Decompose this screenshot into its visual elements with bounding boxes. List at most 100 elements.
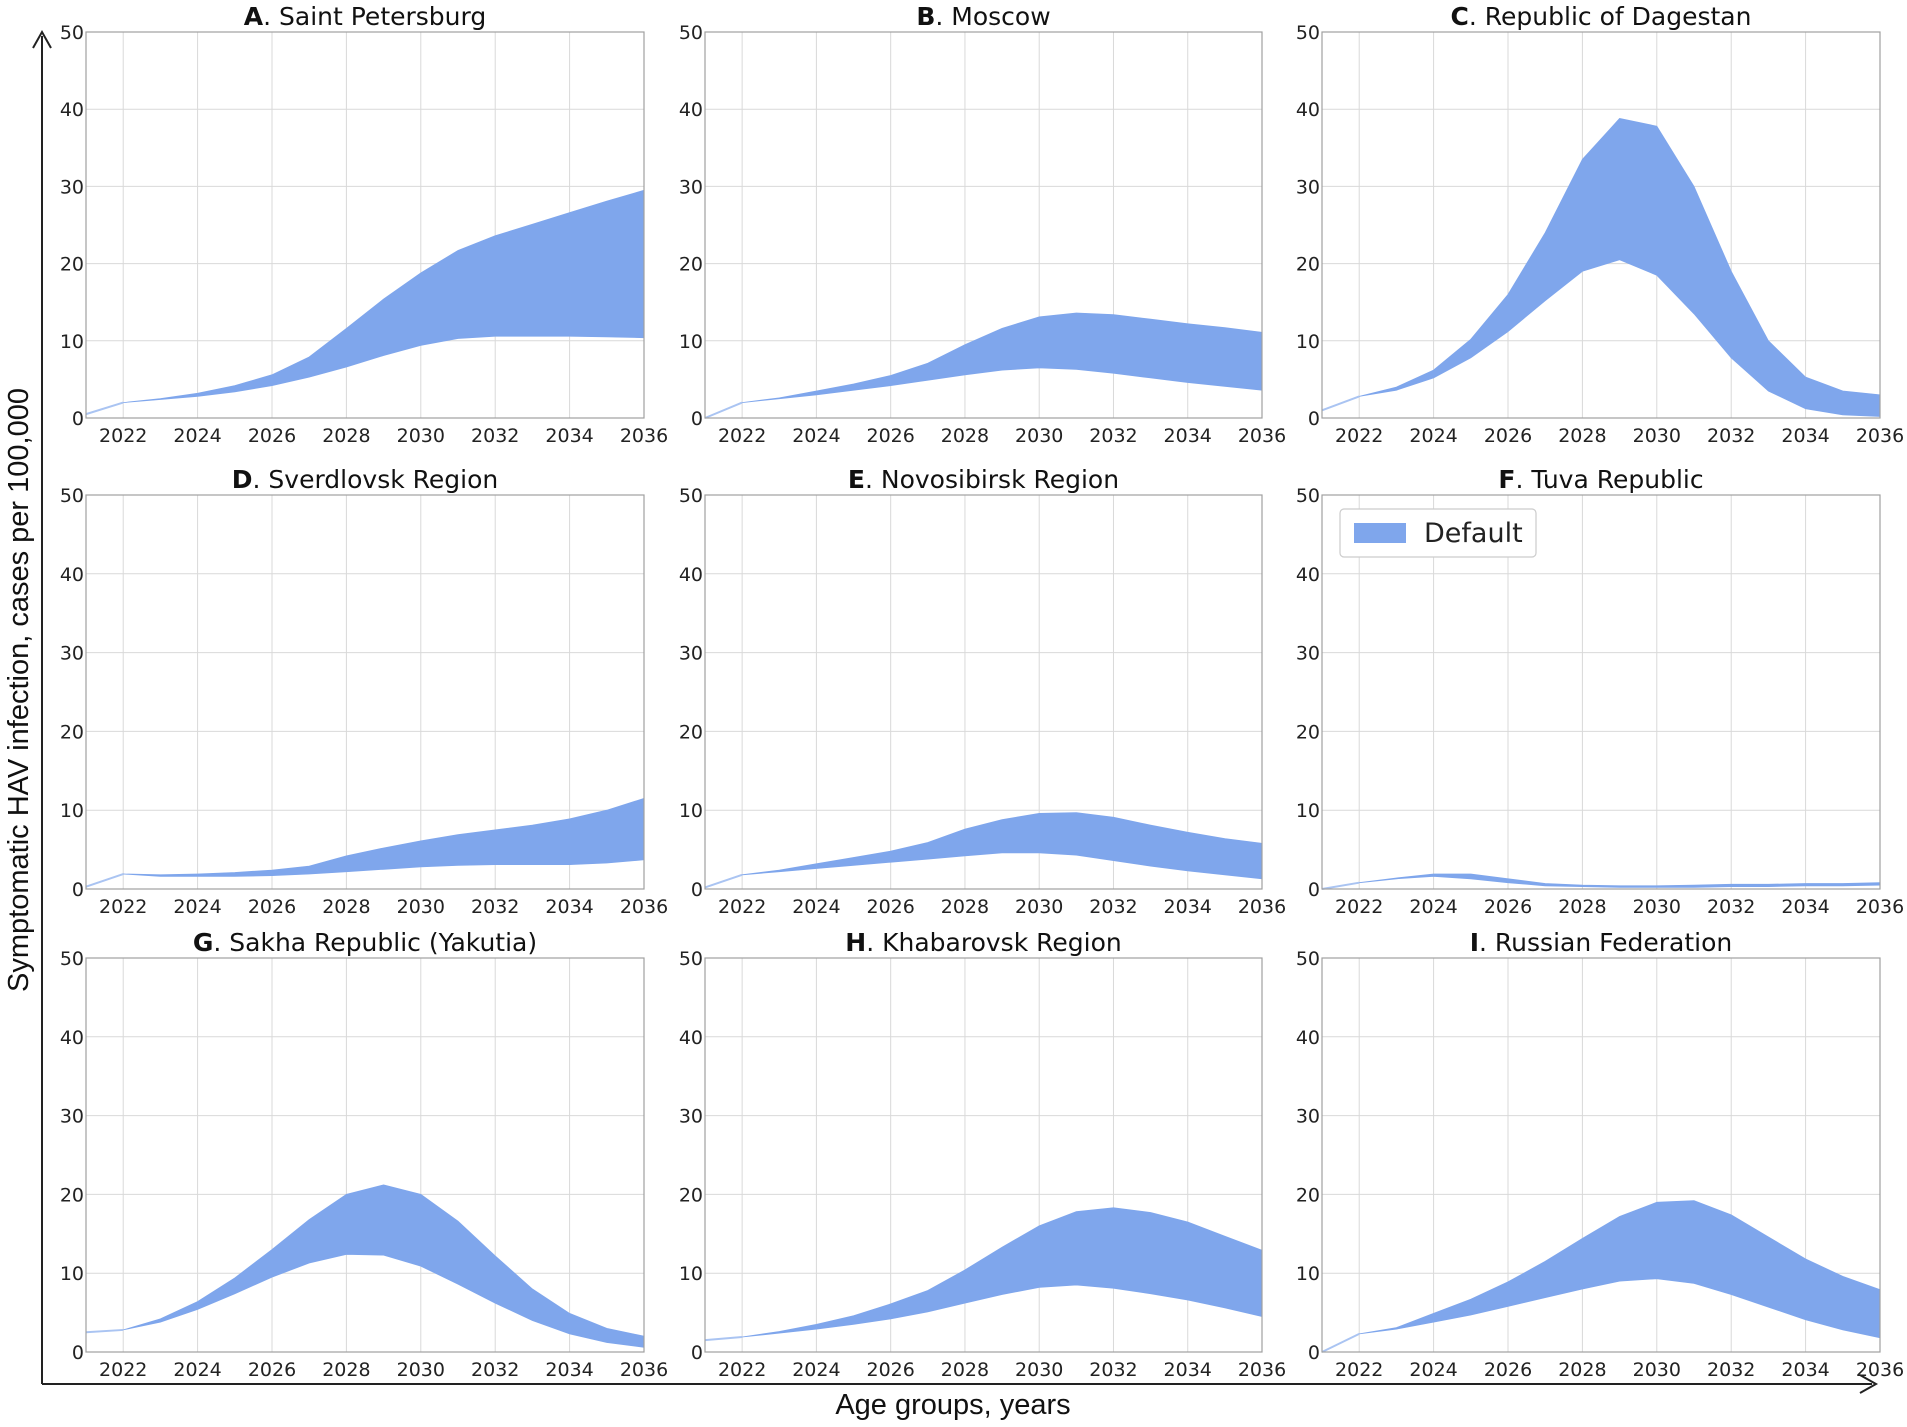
panel-h-ytick-20: 20 [679,1184,703,1206]
panel-c-frame [1321,31,1881,419]
legend-swatch [1354,523,1406,543]
legend: Default [1339,508,1537,558]
panel-f-ytick-40: 40 [1296,564,1320,586]
panel-d-title-name: . Sverdlovsk Region [253,465,499,494]
panel-h-title: H. Khabarovsk Region [845,928,1121,957]
legend-box [1339,508,1537,558]
panel-f-xtick-2032: 2032 [1707,896,1755,918]
panel-e-start-segment [704,873,743,889]
panel-d-ytick-10: 10 [60,800,84,822]
panel-a-xtick-2022: 2022 [99,425,147,447]
panel-c-ytick-0: 0 [1308,408,1320,430]
panel-g-xtick-2036: 2036 [620,1359,668,1381]
panel-c-title-name: . Republic of Dagestan [1469,2,1752,31]
panel-b-title-name: . Moscow [935,2,1050,31]
panel-f-ytick-30: 30 [1296,643,1320,665]
panel-f-ytick-20: 20 [1296,721,1320,743]
panel-h-ytick-50: 50 [679,948,703,970]
panel-g-xtick-2028: 2028 [322,1359,370,1381]
panel-e-ytick-0: 0 [691,879,703,901]
panel-h-xtick-2026: 2026 [866,1359,914,1381]
panel-i-xtick-2032: 2032 [1707,1359,1755,1381]
panel-c-ytick-10: 10 [1296,331,1320,353]
panel-g-xtick-2030: 2030 [397,1359,445,1381]
panel-e-ytick-30: 30 [679,643,703,665]
panel-c-xtick-2030: 2030 [1633,425,1681,447]
panel-c-title: C. Republic of Dagestan [1451,2,1752,31]
panel-h-xtick-2028: 2028 [941,1359,989,1381]
panel-b-ytick-20: 20 [679,254,703,276]
panel-h-title-letter: H [845,928,866,957]
panel-d-xtick-2034: 2034 [545,896,593,918]
panel-e-ytick-10: 10 [679,800,703,822]
panel-f-start-segment [1321,881,1360,890]
panel-e-xtick-2036: 2036 [1238,896,1286,918]
panel-i-ytick-0: 0 [1308,1342,1320,1364]
panel-h-ytick-40: 40 [679,1027,703,1049]
panel-c-xtick-2032: 2032 [1707,425,1755,447]
panel-f-background [1322,495,1880,889]
panel-grid: 2022 2024 2026 2028 2030 2032 2034 203601020304… [60,2,1904,1381]
panel-b-xtick-2032: 2032 [1089,425,1137,447]
panel-c-xtick-2026: 2026 [1484,425,1532,447]
panel-e-xtick-2024: 2024 [792,896,840,918]
panel-g-xtick-2032: 2032 [471,1359,519,1381]
panel-i-title-letter: I [1470,928,1479,957]
panel-f-title-name: . Tuva Republic [1515,465,1703,494]
panel-c-ytick-50: 50 [1296,22,1320,44]
panel-a-ytick-40: 40 [60,99,84,121]
panel-a-xtick-2030: 2030 [397,425,445,447]
panel-h-ytick-10: 10 [679,1263,703,1285]
panel-e-xtick-2022: 2022 [718,896,766,918]
panel-i-xtick-2030: 2030 [1633,1359,1681,1381]
panel-i-ytick-30: 30 [1296,1106,1320,1128]
outer-x-axis-arrow-icon [1859,1374,1879,1394]
panel-b-start-segment [704,401,743,419]
panel-f-title-letter: F [1498,465,1515,494]
panel-d-start-segment [85,873,124,888]
panel-d-ytick-30: 30 [60,643,84,665]
panel-c-ytick-40: 40 [1296,99,1320,121]
panel-e-ytick-40: 40 [679,564,703,586]
panel-g-ytick-30: 30 [60,1106,84,1128]
panel-g-xtick-2024: 2024 [173,1359,221,1381]
panel-a-title: A. Saint Petersburg [244,2,486,31]
panel-c-xtick-2024: 2024 [1409,425,1457,447]
panel-b-xtick-2030: 2030 [1015,425,1063,447]
panel-d-title-letter: D [232,465,253,494]
panel-h-xtick-2036: 2036 [1238,1359,1286,1381]
panel-a-ytick-20: 20 [60,254,84,276]
panel-c: 2022 2024 2026 2028 2030 2032 2034 203601020304… [1296,2,1904,447]
panel-f-ytick-50: 50 [1296,485,1320,507]
panel-h: 2022 2024 2026 2028 2030 2032 2034 203601020304… [679,928,1286,1381]
panel-c-title-letter: C [1451,2,1469,31]
panel-f-xtick-2028: 2028 [1558,896,1606,918]
panel-i-xtick-2022: 2022 [1335,1359,1383,1381]
panel-f-xtick-2024: 2024 [1409,896,1457,918]
panel-i-frame [1321,957,1881,1353]
panel-b-title-letter: B [916,2,935,31]
legend-label: Default [1424,518,1523,549]
panel-h-ytick-30: 30 [679,1106,703,1128]
panel-a-ytick-0: 0 [72,408,84,430]
panel-i-title-name: . Russian Federation [1479,928,1732,957]
panel-d-xtick-2032: 2032 [471,896,519,918]
panel-b-xtick-2034: 2034 [1164,425,1212,447]
panel-f-xtick-2022: 2022 [1335,896,1383,918]
panel-e-xtick-2034: 2034 [1164,896,1212,918]
panel-g-ytick-20: 20 [60,1184,84,1206]
outer-y-axis-arrow-icon [32,29,52,49]
panel-g-ytick-10: 10 [60,1263,84,1285]
panel-f-ytick-10: 10 [1296,800,1320,822]
panel-e: 2022 2024 2026 2028 2030 2032 2034 203601020304… [679,465,1286,918]
outer-axes [32,29,1879,1394]
panel-b-ytick-40: 40 [679,99,703,121]
panel-a-xtick-2024: 2024 [173,425,221,447]
panel-a-xtick-2026: 2026 [248,425,296,447]
panel-a-ytick-30: 30 [60,176,84,198]
panel-b-xtick-2028: 2028 [941,425,989,447]
panel-h-frame [704,957,1263,1353]
panel-b-ytick-50: 50 [679,22,703,44]
panel-b-ytick-10: 10 [679,331,703,353]
